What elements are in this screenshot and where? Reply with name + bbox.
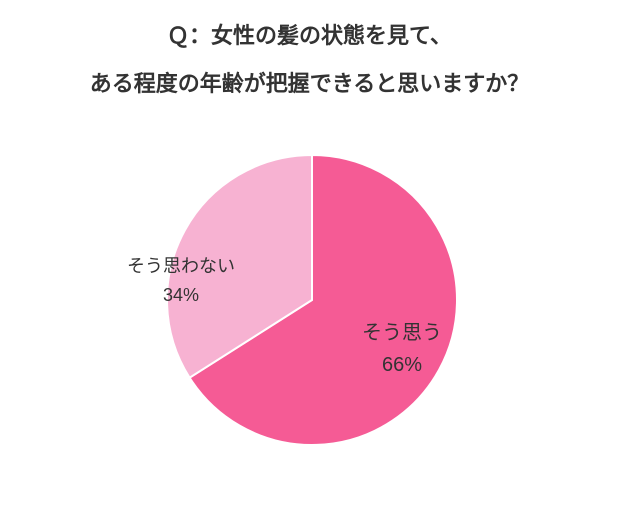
slice-label-percent: 34%	[127, 281, 235, 310]
title-line-2: ある程度の年齢が把握できると思いますか？	[0, 66, 619, 98]
pie-chart: そう思う66%そう思わない34%	[162, 150, 462, 450]
slice-label-percent: 66%	[362, 349, 442, 381]
chart-title: Ｑ：女性の髪の状態を見て、 ある程度の年齢が把握できると思いますか？	[0, 0, 619, 98]
slice-label-text: そう思う	[362, 317, 442, 349]
slice-label: そう思わない34%	[127, 252, 235, 310]
slice-label: そう思う66%	[362, 317, 442, 381]
slice-label-text: そう思わない	[127, 252, 235, 281]
title-line-1: Ｑ：女性の髪の状態を見て、	[0, 18, 619, 50]
